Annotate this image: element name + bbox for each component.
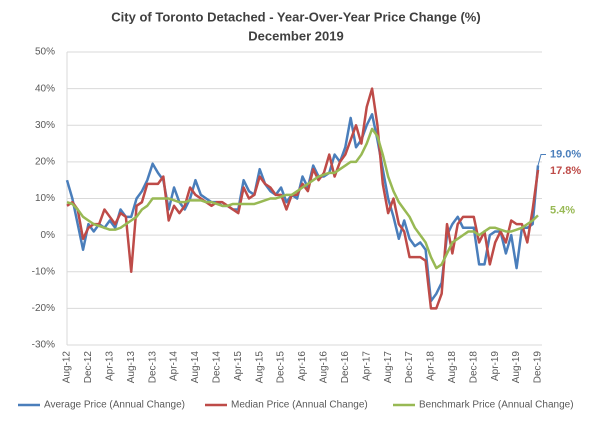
- y-tick-label: -30%: [32, 340, 55, 351]
- chart-title: City of Toronto Detached - Year-Over-Yea…: [111, 9, 480, 24]
- legend-label: Benchmark Price (Annual Change): [419, 400, 574, 411]
- series-line: [66, 87, 540, 310]
- x-tick-label: Apr-18: [426, 351, 437, 381]
- x-tick-label: Dec-15: [276, 351, 287, 384]
- data-label: 5.4%: [550, 204, 575, 216]
- x-tick-label: Aug-14: [190, 351, 201, 384]
- x-tick-label: Aug-16: [319, 351, 330, 384]
- y-tick-label: 30%: [35, 120, 55, 131]
- x-tick-label: Aug-12: [62, 351, 73, 384]
- x-tick-label: Dec-14: [212, 351, 223, 384]
- x-tick-label: Dec-13: [147, 351, 158, 384]
- x-tick-label: Apr-16: [297, 351, 308, 381]
- legend-label: Average Price (Annual Change): [44, 400, 185, 411]
- x-tick-label: Dec-19: [533, 351, 544, 384]
- y-tick-label: 0%: [41, 230, 56, 241]
- label-leader: [537, 154, 546, 166]
- x-tick-label: Aug-13: [126, 351, 137, 384]
- x-tick-label: Apr-15: [233, 351, 244, 381]
- chart-subtitle: December 2019: [248, 28, 343, 43]
- y-tick-label: 50%: [35, 47, 55, 58]
- x-tick-label: Apr-17: [361, 351, 372, 381]
- legend-label: Median Price (Annual Change): [231, 400, 368, 411]
- x-tick-label: Dec-16: [340, 351, 351, 384]
- y-tick-label: 40%: [35, 83, 55, 94]
- x-tick-label: Aug-15: [254, 351, 265, 384]
- x-tick-label: Dec-17: [404, 351, 415, 384]
- y-tick-label: 10%: [35, 193, 55, 204]
- x-tick-label: Apr-13: [104, 351, 115, 381]
- data-label: 17.8%: [550, 165, 581, 177]
- x-tick-label: Aug-17: [383, 351, 394, 384]
- x-tick-label: Apr-14: [169, 351, 180, 381]
- x-tick-label: Dec-12: [83, 351, 94, 384]
- x-tick-label: Dec-18: [468, 351, 479, 384]
- series-line: [66, 127, 539, 270]
- y-tick-label: 20%: [35, 157, 55, 168]
- data-label: 19.0%: [550, 148, 581, 160]
- x-tick-label: Aug-19: [511, 351, 522, 384]
- x-tick-label: Aug-18: [447, 351, 458, 384]
- x-tick-label: Apr-19: [490, 351, 501, 381]
- y-tick-label: -10%: [32, 266, 55, 277]
- y-tick-label: -20%: [32, 303, 55, 314]
